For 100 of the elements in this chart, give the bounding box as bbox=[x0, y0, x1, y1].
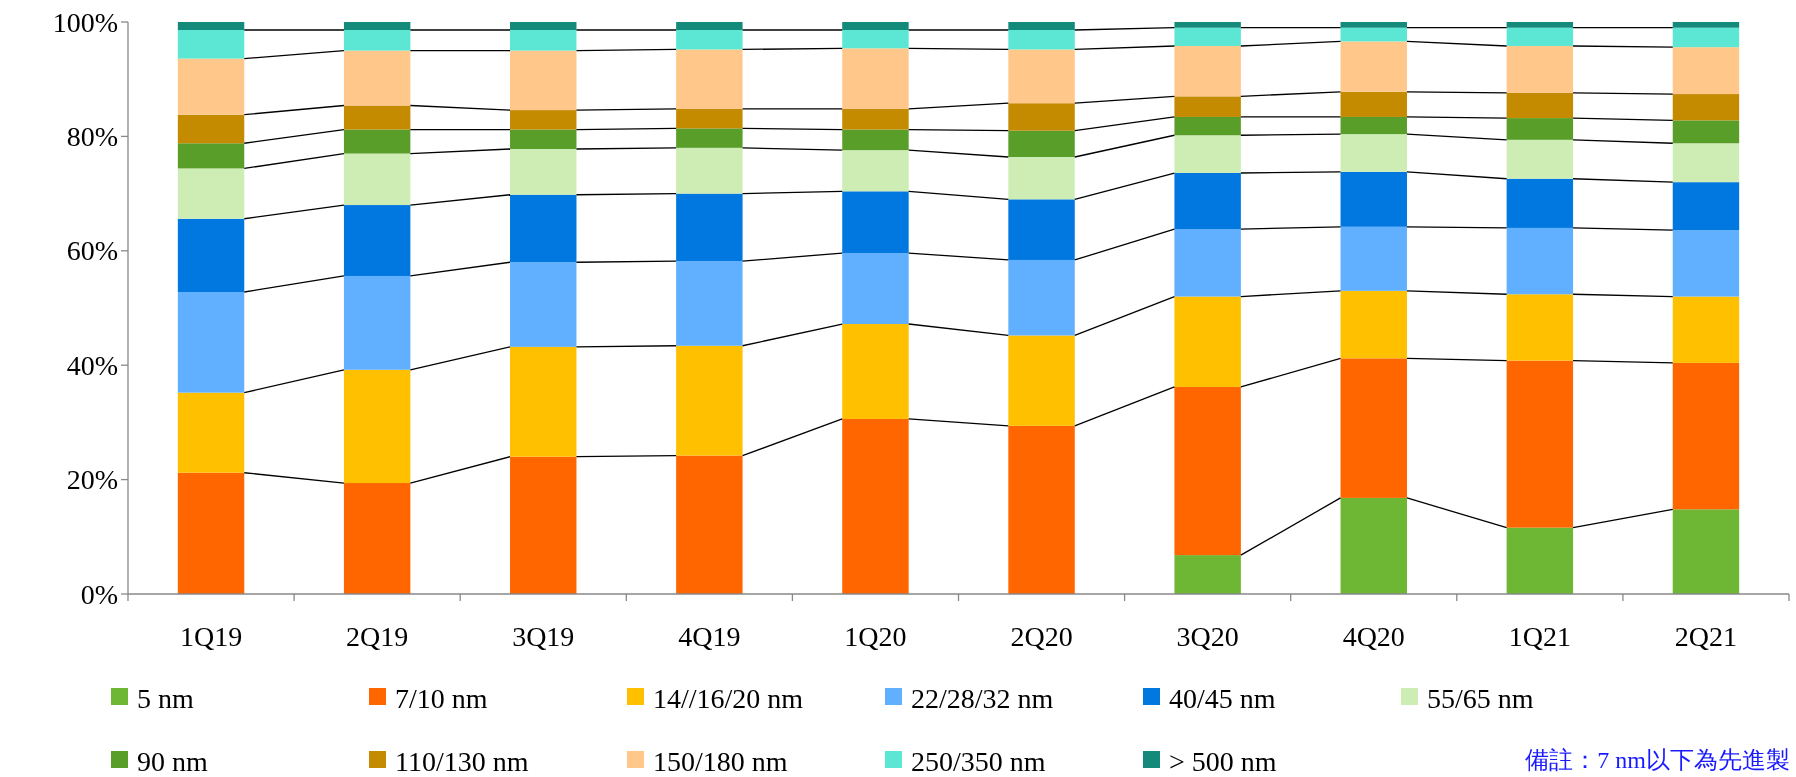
bar bbox=[676, 128, 743, 148]
legend-label: 22/28/32 nm bbox=[911, 682, 1054, 714]
bar bbox=[1672, 94, 1740, 121]
bar bbox=[842, 129, 909, 151]
legend-label: 250/350 nm bbox=[911, 745, 1046, 777]
x-tick-label: 1Q21 bbox=[1508, 621, 1571, 652]
bar bbox=[177, 114, 245, 144]
bar bbox=[1008, 156, 1075, 200]
bar bbox=[1174, 386, 1241, 556]
bar bbox=[343, 105, 411, 130]
bar bbox=[1340, 116, 1407, 135]
bar bbox=[1340, 134, 1407, 172]
bar bbox=[1672, 27, 1740, 48]
bar bbox=[676, 455, 743, 594]
bar bbox=[177, 22, 245, 31]
bar bbox=[1340, 290, 1407, 359]
bar bbox=[1506, 27, 1574, 47]
bar bbox=[510, 148, 577, 195]
bar bbox=[842, 253, 909, 325]
bar bbox=[1506, 294, 1574, 361]
x-tick-label: 2Q21 bbox=[1674, 621, 1738, 652]
bar bbox=[1174, 135, 1241, 174]
bar bbox=[1506, 227, 1574, 295]
bar bbox=[343, 22, 411, 31]
y-tick-label: 0% bbox=[80, 578, 118, 610]
bar bbox=[1340, 226, 1407, 291]
bar bbox=[177, 58, 245, 115]
bar bbox=[1506, 118, 1574, 140]
bar bbox=[343, 30, 411, 51]
bar bbox=[842, 418, 909, 594]
bar bbox=[1008, 22, 1075, 31]
bar bbox=[842, 324, 909, 419]
legend-label: 55/65 nm bbox=[1427, 682, 1534, 714]
bar bbox=[1174, 116, 1241, 136]
y-tick-label: 100% bbox=[52, 6, 118, 38]
bar bbox=[510, 346, 577, 457]
bar bbox=[1008, 259, 1075, 336]
bar bbox=[343, 369, 411, 484]
bar bbox=[1340, 497, 1407, 594]
bar bbox=[1008, 335, 1075, 426]
bar bbox=[510, 22, 577, 31]
bar bbox=[1506, 139, 1574, 179]
x-tick-label: 2Q20 bbox=[1010, 621, 1073, 652]
bar bbox=[1340, 27, 1407, 42]
y-tick-label: 40% bbox=[66, 349, 118, 381]
bar bbox=[1506, 22, 1574, 28]
bar bbox=[177, 291, 245, 393]
x-tick-label: 1Q19 bbox=[179, 621, 243, 652]
legend-label: 7/10 nm bbox=[395, 682, 488, 714]
bar bbox=[510, 30, 577, 51]
bar bbox=[1506, 92, 1574, 119]
x-tick-label: 4Q20 bbox=[1342, 621, 1405, 652]
bar bbox=[510, 50, 577, 111]
bar bbox=[1174, 22, 1241, 28]
bar bbox=[1506, 527, 1574, 594]
bar bbox=[177, 168, 245, 219]
bar bbox=[510, 194, 577, 263]
bar bbox=[842, 150, 909, 192]
bar bbox=[1174, 46, 1241, 97]
bar bbox=[842, 108, 909, 130]
bar bbox=[177, 392, 245, 473]
bar bbox=[177, 472, 245, 594]
bar bbox=[1672, 362, 1740, 510]
bar bbox=[842, 191, 909, 254]
x-tick-label: 1Q20 bbox=[844, 621, 907, 652]
bar bbox=[1672, 230, 1740, 297]
bar bbox=[1174, 555, 1241, 594]
bar bbox=[676, 147, 743, 194]
bar bbox=[1672, 296, 1740, 363]
bar bbox=[1506, 178, 1574, 228]
bar bbox=[343, 205, 411, 276]
text: 備註：7 nm以下為先進製 bbox=[1525, 747, 1790, 773]
bar bbox=[1672, 22, 1740, 28]
bar bbox=[177, 143, 245, 169]
y-tick-label: 20% bbox=[66, 464, 118, 496]
bar bbox=[676, 108, 743, 129]
bar bbox=[343, 129, 411, 154]
bar bbox=[510, 110, 577, 130]
legend-label: > 500 nm bbox=[1169, 745, 1277, 777]
bar bbox=[1174, 173, 1241, 230]
bar bbox=[1008, 199, 1075, 260]
bar bbox=[1506, 360, 1574, 528]
bar bbox=[1174, 296, 1241, 387]
x-tick-label: 4Q19 bbox=[678, 621, 741, 652]
bar bbox=[1340, 41, 1407, 92]
x-tick-label: 2Q19 bbox=[346, 621, 409, 652]
bar bbox=[676, 261, 743, 346]
bar bbox=[842, 22, 909, 31]
y-tick-label: 80% bbox=[66, 120, 118, 152]
x-tick-label: 3Q20 bbox=[1176, 621, 1239, 652]
bar bbox=[1340, 22, 1407, 28]
legend-label: 40/45 nm bbox=[1169, 682, 1276, 714]
bar bbox=[1672, 509, 1740, 594]
bar bbox=[842, 30, 909, 49]
bar bbox=[676, 49, 743, 109]
bar bbox=[676, 193, 743, 262]
y-tick-label: 60% bbox=[66, 235, 118, 267]
bar bbox=[343, 153, 411, 206]
legend-label: 150/180 nm bbox=[653, 745, 788, 777]
bar bbox=[676, 30, 743, 50]
